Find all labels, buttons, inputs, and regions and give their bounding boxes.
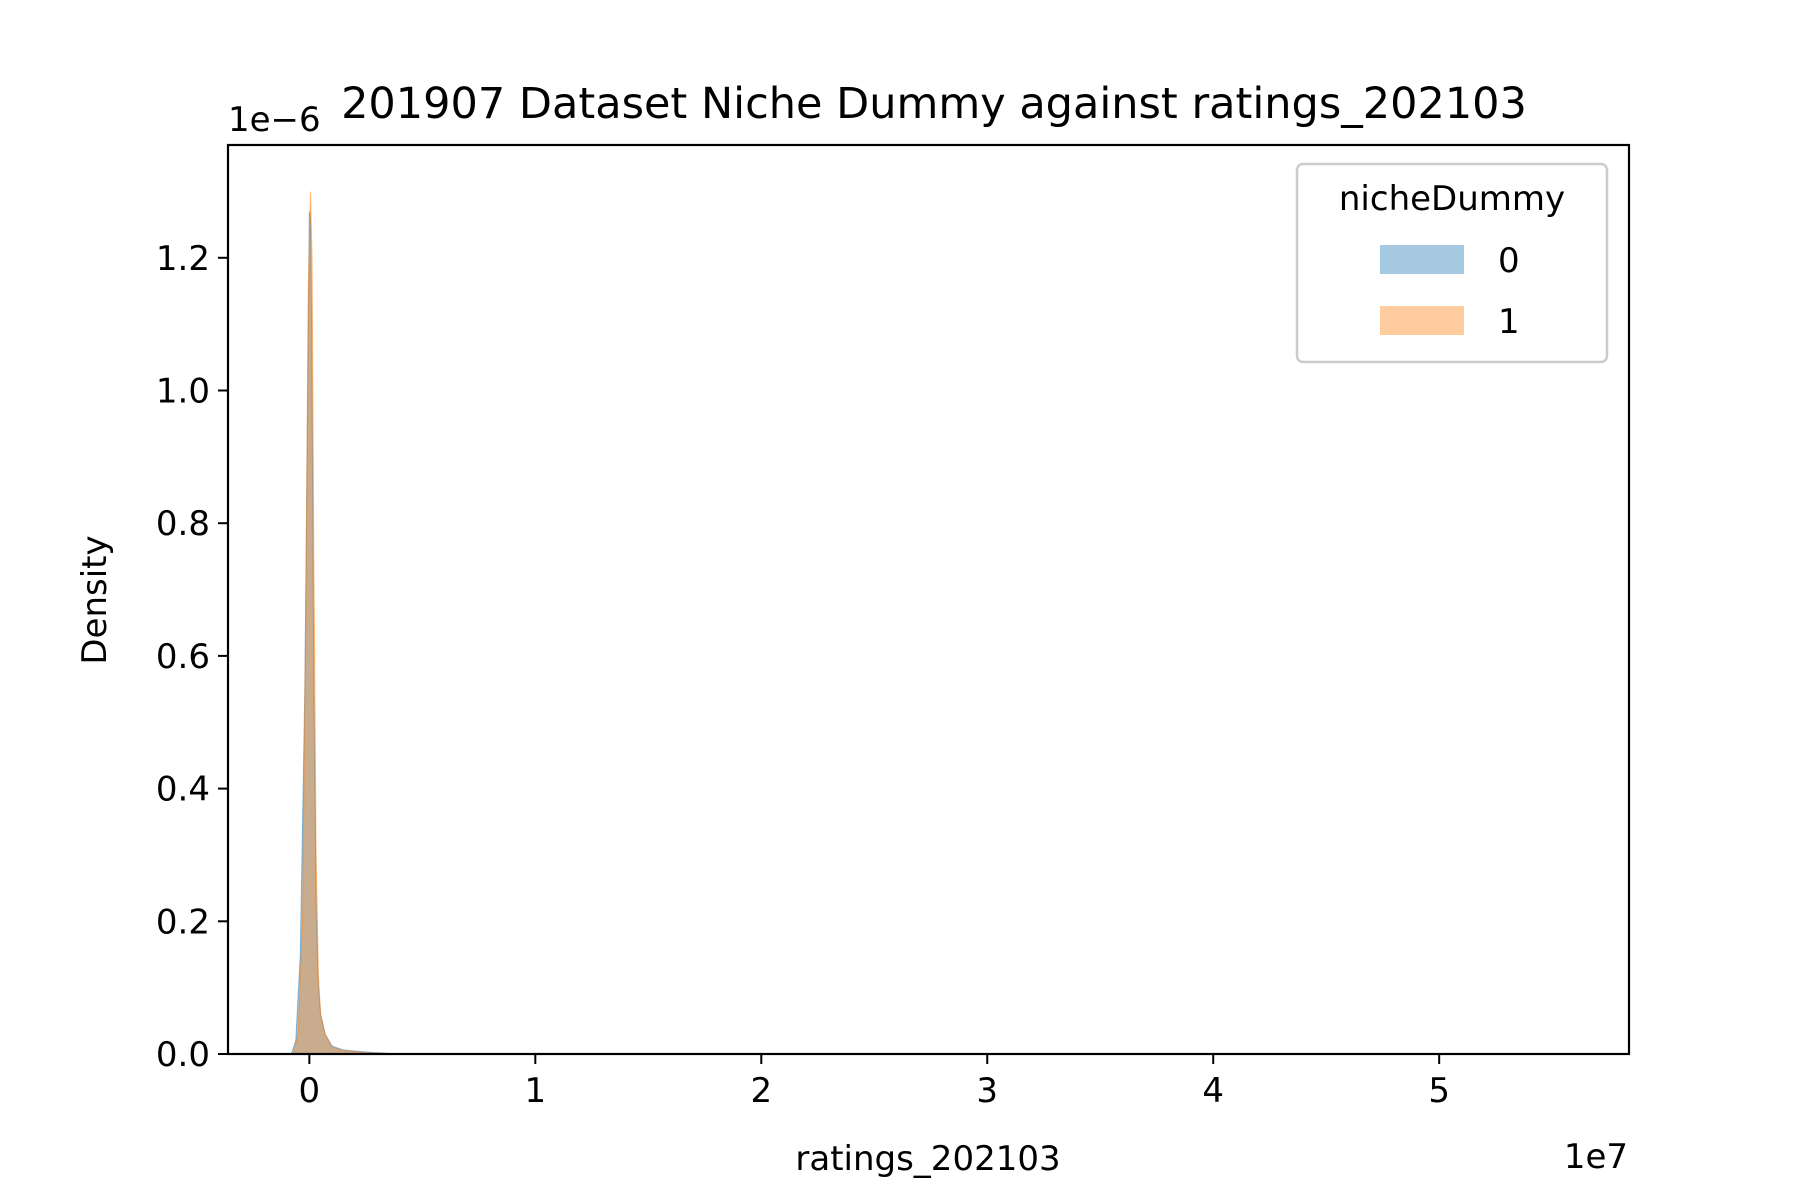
x-offset-label: 1e7 [1564, 1137, 1628, 1177]
y-axis-label: Density [75, 535, 115, 664]
x-axis-label: ratings_202103 [795, 1139, 1060, 1179]
x-tick-label: 4 [1202, 1071, 1224, 1111]
density-area-1 [292, 191, 423, 1055]
y-tick-label: 0.8 [156, 504, 210, 544]
y-offset-label: 1e−6 [228, 100, 321, 140]
x-tick-label: 0 [299, 1071, 321, 1111]
series-layer [290, 191, 423, 1055]
legend: nicheDummy 0 1 [1295, 162, 1609, 364]
plot-area [226, 143, 1631, 1056]
axes-frame [226, 143, 1631, 1056]
x-axis: 0 1 2 3 4 5 [299, 1054, 1450, 1111]
y-tick-label: 1.2 [156, 239, 210, 279]
y-tick-label: 0.6 [156, 637, 210, 677]
x-tick-label: 5 [1428, 1071, 1450, 1111]
legend-swatch-0 [1380, 245, 1464, 274]
x-tick-label: 2 [750, 1071, 772, 1111]
x-tick-label: 1 [524, 1071, 546, 1111]
chart-title: 201907 Dataset Niche Dummy against ratin… [341, 79, 1527, 129]
legend-box [1295, 162, 1609, 364]
legend-label-1: 1 [1498, 302, 1520, 342]
y-tick-label: 1.0 [156, 371, 210, 411]
legend-swatch-1 [1380, 306, 1464, 335]
y-axis: 0.0 0.2 0.4 0.6 0.8 1.0 1.2 [156, 239, 228, 1075]
legend-label-0: 0 [1498, 241, 1520, 281]
x-tick-label: 3 [976, 1071, 998, 1111]
y-tick-label: 0.2 [156, 902, 210, 942]
legend-title: nicheDummy [1339, 179, 1565, 219]
y-tick-label: 0.0 [156, 1035, 210, 1075]
y-tick-label: 0.4 [156, 770, 210, 810]
